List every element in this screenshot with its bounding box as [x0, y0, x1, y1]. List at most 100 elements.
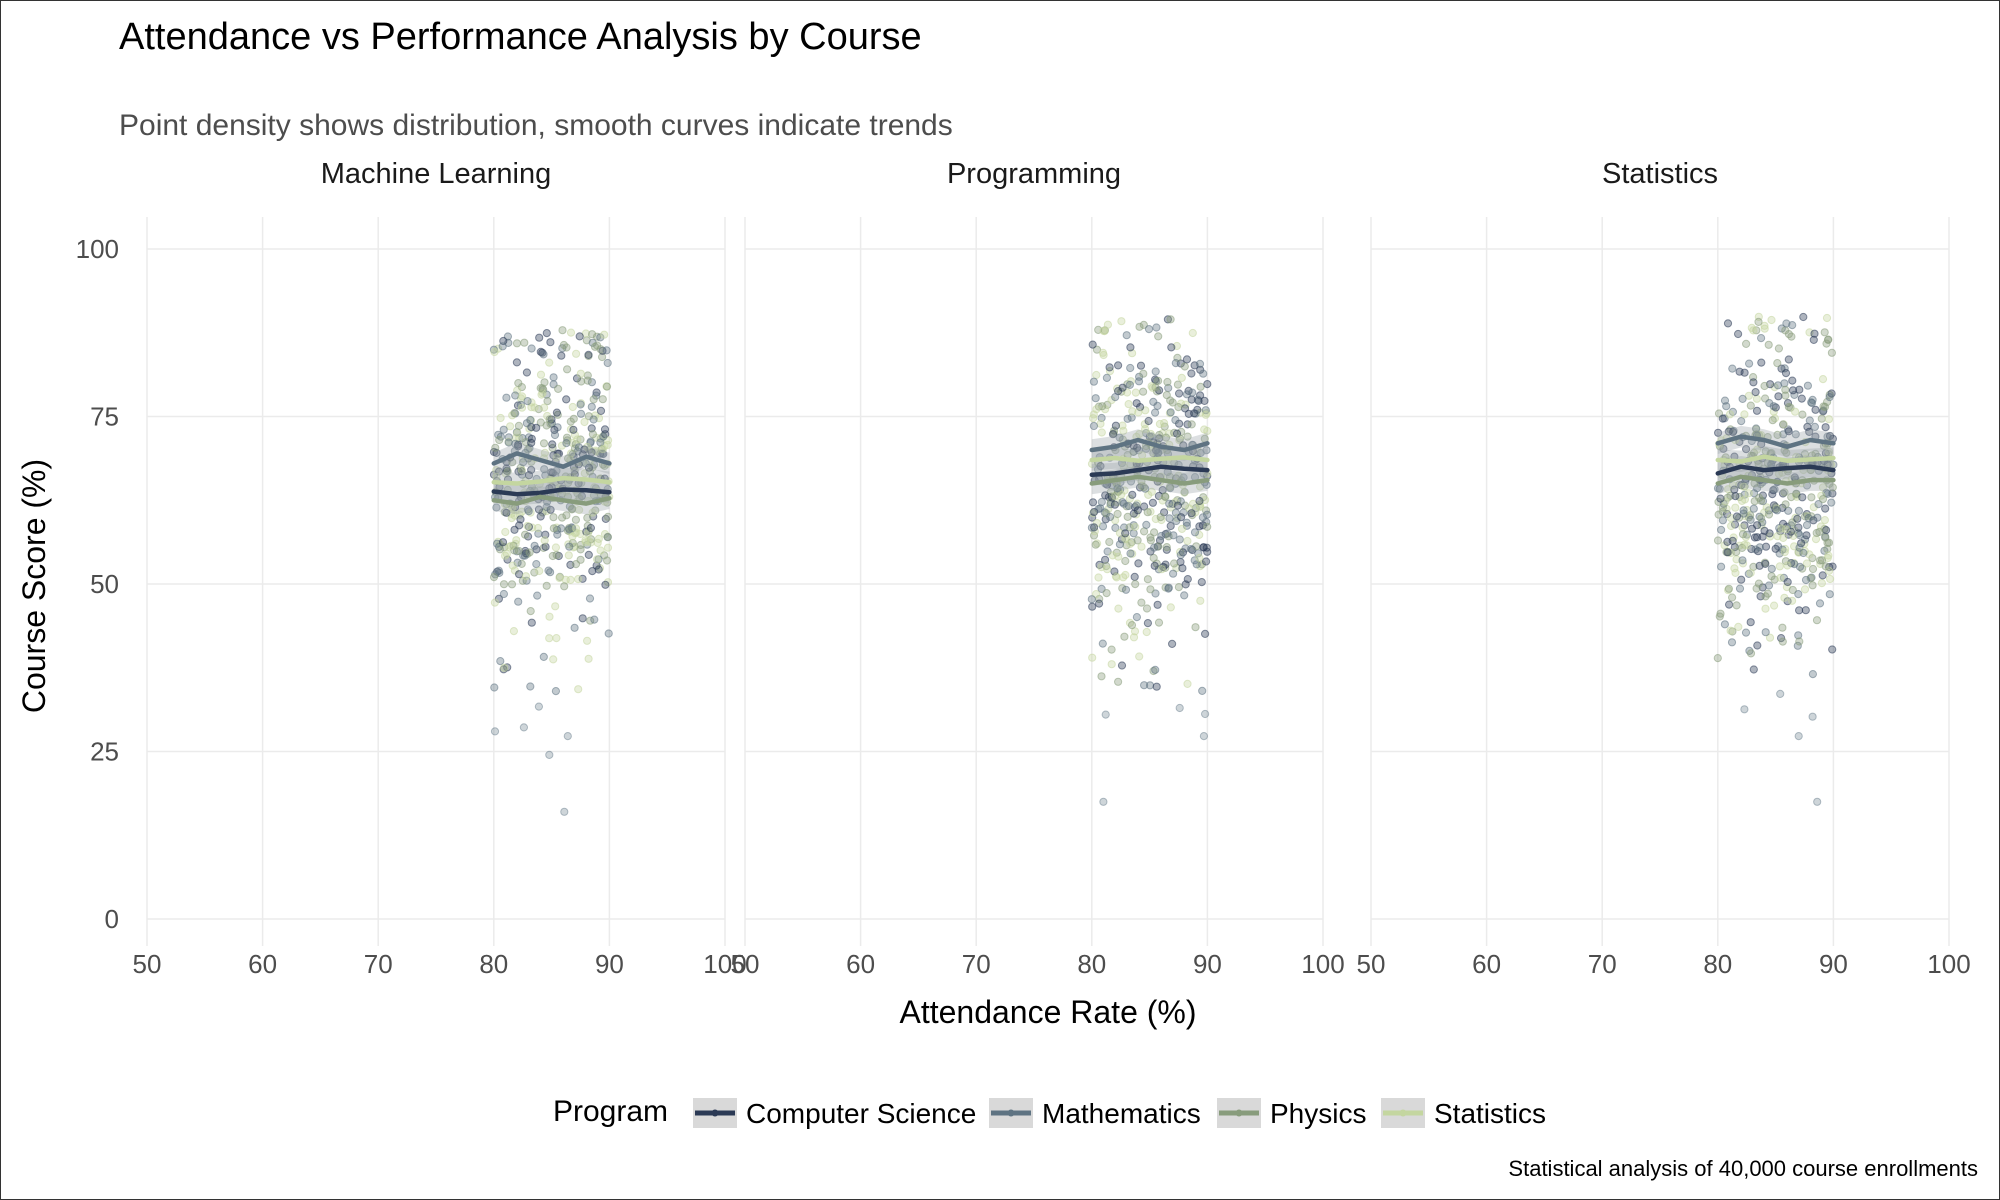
- data-point: [1143, 508, 1152, 517]
- legend-item-physics: Physics: [1217, 1098, 1366, 1129]
- data-point: [1117, 317, 1126, 326]
- legend-item-computer-science: Computer Science: [693, 1098, 976, 1129]
- data-point: [1798, 410, 1807, 419]
- data-point: [535, 566, 544, 576]
- x-tick-label: 90: [1819, 949, 1848, 979]
- data-point: [546, 338, 555, 347]
- data-point: [1166, 521, 1175, 531]
- data-point: [532, 560, 541, 569]
- data-point: [1824, 551, 1833, 560]
- x-axis-title: Attendance Rate (%): [899, 994, 1196, 1030]
- data-point: [1735, 584, 1745, 593]
- data-point: [1191, 623, 1200, 632]
- data-point: [1092, 405, 1101, 414]
- data-point: [1804, 514, 1813, 523]
- data-point: [1176, 547, 1185, 557]
- data-point: [1168, 639, 1177, 649]
- data-point-outlier: [490, 727, 500, 736]
- data-point: [1734, 622, 1743, 632]
- facet-label: Machine Learning: [321, 158, 552, 190]
- data-point: [1180, 404, 1190, 413]
- data-point: [1767, 315, 1776, 325]
- data-point: [588, 338, 597, 347]
- data-point: [1177, 524, 1187, 534]
- data-point: [1167, 343, 1176, 352]
- x-tick-label: 100: [703, 949, 746, 979]
- trend-line-computer-science: [1715, 464, 1836, 476]
- data-point: [1760, 324, 1769, 333]
- data-point: [574, 575, 583, 584]
- data-point: [1728, 536, 1737, 546]
- data-point: [549, 524, 558, 533]
- data-point: [596, 546, 605, 555]
- data-point: [563, 365, 572, 374]
- x-tick-label: 90: [595, 949, 624, 979]
- data-point: [1779, 430, 1788, 439]
- data-point: [566, 417, 575, 426]
- data-point: [1175, 389, 1184, 398]
- chart-title: Attendance vs Performance Analysis by Co…: [119, 16, 922, 58]
- data-point: [1163, 315, 1173, 324]
- data-point: [599, 432, 608, 441]
- data-point: [1097, 672, 1106, 681]
- data-point: [1716, 609, 1725, 618]
- data-point: [1125, 380, 1135, 389]
- data-point: [522, 368, 532, 377]
- data-point: [1149, 397, 1158, 406]
- legend-label: Mathematics: [1042, 1098, 1201, 1129]
- data-point: [496, 413, 505, 423]
- data-point-outlier: [1808, 712, 1817, 721]
- data-point: [1773, 430, 1782, 439]
- data-point: [1752, 406, 1762, 415]
- data-point: [585, 594, 595, 603]
- data-point: [1791, 407, 1800, 416]
- data-point: [1165, 514, 1174, 523]
- data-point: [1727, 521, 1736, 531]
- data-point: [524, 507, 533, 516]
- data-point: [1200, 425, 1209, 434]
- data-point: [577, 377, 586, 386]
- data-point: [1147, 382, 1156, 391]
- data-point: [490, 598, 499, 607]
- data-point: [491, 443, 500, 452]
- data-point: [1808, 670, 1818, 679]
- data-point: [1133, 536, 1142, 545]
- data-point: [600, 330, 609, 339]
- data-point: [1174, 583, 1184, 592]
- data-point: [1129, 633, 1139, 642]
- data-point: [1115, 540, 1125, 549]
- y-tick-label: 25: [90, 737, 119, 767]
- data-point: [1139, 483, 1149, 492]
- data-point: [1195, 530, 1204, 540]
- data-point: [540, 465, 549, 474]
- data-point: [1808, 395, 1817, 404]
- data-point: [500, 663, 509, 672]
- x-tick-label: 80: [1077, 949, 1106, 979]
- data-point: [523, 521, 532, 531]
- data-point: [1824, 415, 1834, 424]
- data-point: [545, 634, 554, 643]
- data-point: [535, 333, 544, 342]
- data-point: [508, 458, 517, 467]
- data-point: [519, 458, 528, 467]
- data-point: [552, 634, 561, 643]
- data-point: [499, 580, 509, 589]
- data-point: [1195, 359, 1205, 368]
- data-point: [1713, 536, 1723, 545]
- data-point: [1738, 523, 1747, 532]
- data-point: [1098, 639, 1107, 648]
- data-point: [1148, 498, 1158, 507]
- data-point: [1111, 393, 1120, 402]
- data-point: [498, 538, 508, 547]
- y-tick-label: 50: [90, 569, 119, 599]
- data-point: [1174, 403, 1183, 412]
- data-point: [1801, 575, 1811, 585]
- data-point: [1190, 556, 1199, 565]
- data-point: [1146, 536, 1156, 545]
- x-tick-label: 70: [364, 949, 393, 979]
- data-point: [583, 376, 592, 385]
- data-point: [1141, 425, 1150, 434]
- data-point: [1150, 543, 1159, 552]
- data-point: [1087, 595, 1096, 604]
- legend-label: Physics: [1270, 1098, 1366, 1129]
